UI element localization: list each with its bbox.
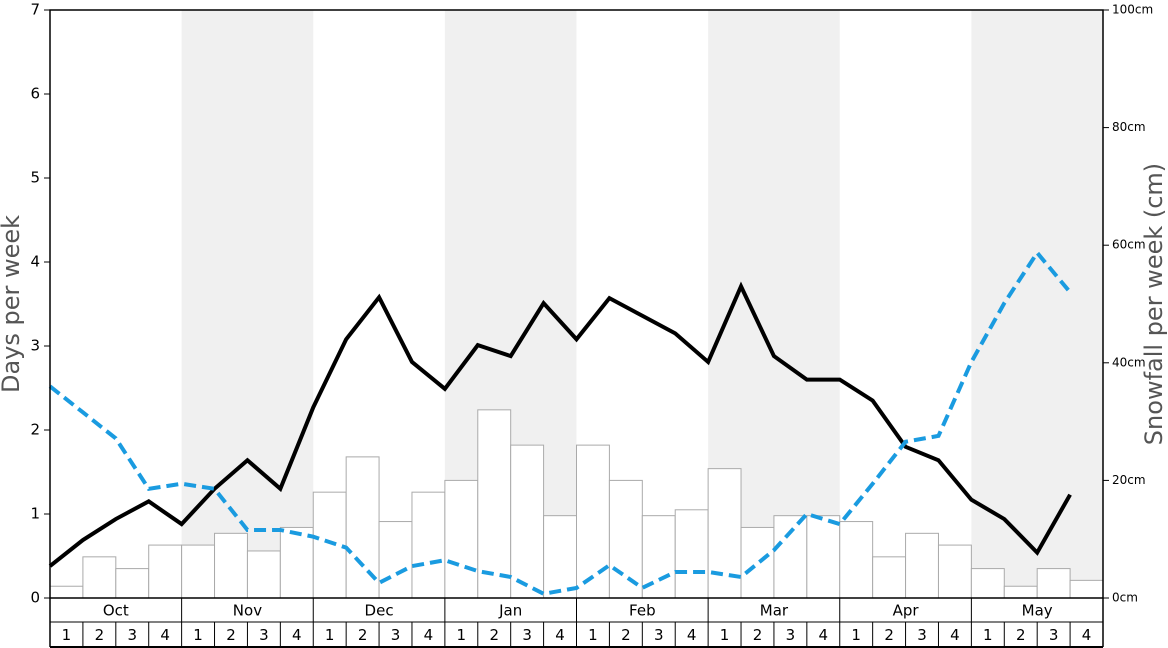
x-tick-label: 2: [95, 626, 105, 644]
y-tick-label: 1: [30, 505, 40, 523]
bar: [49, 585, 84, 599]
x-tick-label: 4: [819, 626, 829, 644]
bar: [411, 491, 446, 599]
y-tick-label: 7: [30, 1, 40, 19]
y-tick-label: 3: [30, 337, 40, 355]
bar: [1003, 585, 1038, 599]
x-tick-label: 1: [193, 626, 203, 644]
bar: [839, 521, 874, 599]
x-tick-label: 3: [391, 626, 401, 644]
x-tick-label: 1: [62, 626, 72, 644]
y2-tick-label: 100cm: [1112, 3, 1153, 17]
x-tick-label: 2: [884, 626, 894, 644]
bar: [773, 515, 808, 599]
x-tick-label: 4: [687, 626, 697, 644]
bar: [543, 515, 577, 599]
bar: [1069, 579, 1104, 599]
x-tick-label: 3: [522, 626, 532, 644]
x-tick-label: 3: [259, 626, 269, 644]
month-label: Mar: [760, 602, 789, 620]
x-tick-label: 4: [1082, 626, 1092, 644]
y2-tick-label: 20cm: [1112, 473, 1146, 487]
x-tick-label: 3: [917, 626, 927, 644]
bar: [937, 544, 972, 599]
x-tick-label: 1: [325, 626, 335, 644]
month-label: Dec: [365, 602, 394, 620]
x-tick-label: 4: [424, 626, 434, 644]
bar: [378, 521, 413, 599]
bar: [214, 532, 248, 599]
line: [48, 281, 1072, 568]
x-tick-label: 1: [720, 626, 730, 644]
x-tick-label: 2: [358, 626, 368, 644]
bar: [806, 515, 841, 599]
x-tick-label: 2: [621, 626, 631, 644]
y2-axis-title: Snowfall per week (cm): [1140, 163, 1168, 445]
x-tick-label: 1: [851, 626, 861, 644]
x-tick-label: 3: [127, 626, 137, 644]
month-label: Apr: [893, 602, 920, 620]
bar: [740, 526, 775, 599]
bar: [707, 468, 742, 599]
x-tick-label: 4: [950, 626, 960, 644]
month-label: Jan: [498, 602, 522, 620]
bar: [82, 556, 117, 599]
x-tick-label: 4: [160, 626, 170, 644]
month-label: Feb: [629, 602, 656, 620]
bar: [148, 544, 183, 599]
bar: [345, 456, 380, 599]
bar: [576, 444, 610, 599]
bar: [246, 550, 281, 599]
x-tick-label: 3: [1049, 626, 1059, 644]
bar: [115, 568, 150, 599]
y2-tick-label: 40cm: [1112, 355, 1146, 369]
y2-tick-label: 60cm: [1112, 238, 1146, 252]
bar: [510, 444, 545, 599]
x-tick-label: 2: [1016, 626, 1026, 644]
bar: [312, 491, 347, 599]
bar: [970, 568, 1005, 599]
y-tick-label: 6: [30, 85, 40, 103]
x-tick-label: 2: [753, 626, 763, 644]
x-tick-label: 4: [292, 626, 302, 644]
y-tick-label: 2: [30, 421, 40, 439]
bar: [872, 556, 907, 599]
x-tick-label: 2: [226, 626, 236, 644]
y2-tick-label: 0cm: [1112, 591, 1138, 605]
y-tick-label: 5: [30, 169, 40, 187]
bar: [1036, 568, 1071, 599]
y-axis-title: Days per week: [0, 215, 25, 393]
x-tick-label: 1: [588, 626, 598, 644]
bar: [477, 409, 512, 599]
x-tick-label: 4: [555, 626, 565, 644]
dashed-line: [48, 249, 1072, 596]
x-tick-label: 1: [983, 626, 993, 644]
bar: [444, 479, 479, 599]
y2-tick-label: 80cm: [1112, 120, 1146, 134]
month-label: Oct: [103, 602, 129, 620]
month-label: May: [1022, 602, 1053, 620]
month-label: Nov: [233, 602, 262, 620]
x-tick-label: 3: [654, 626, 664, 644]
bar: [608, 479, 643, 599]
x-tick-label: 1: [457, 626, 467, 644]
x-tick-label: 3: [786, 626, 796, 644]
month-shade: [971, 10, 1103, 598]
y-tick-label: 4: [30, 253, 40, 271]
y-tick-label: 0: [30, 589, 40, 607]
bar: [905, 532, 939, 599]
bar: [279, 526, 314, 599]
bar: [181, 544, 216, 599]
month-shade: [181, 10, 314, 598]
bar: [674, 509, 709, 599]
x-tick-label: 2: [489, 626, 499, 644]
